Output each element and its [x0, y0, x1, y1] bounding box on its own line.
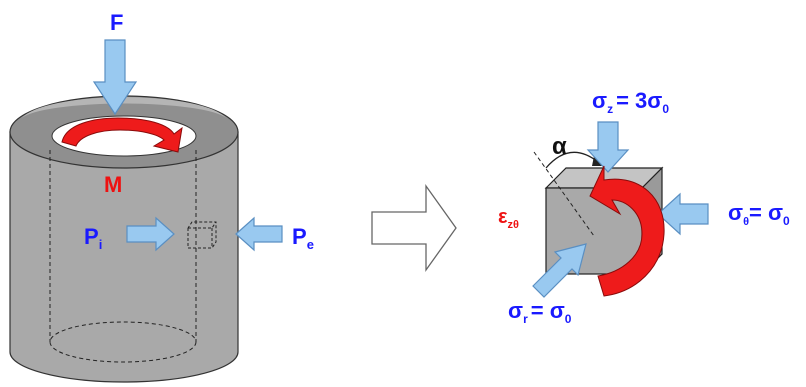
label-sigma-r-rhs-sub: 0 [565, 312, 572, 326]
transition-arrow [371, 183, 457, 273]
label-sigma-theta: σθ= σ0 [728, 200, 790, 228]
wall-element-outline [187, 221, 217, 249]
cylinder-body [9, 131, 239, 383]
label-sigma-z-rhs: = 3σ [616, 88, 662, 113]
sigma-z-arrow [586, 121, 630, 173]
label-sigma-theta-rhs: = σ [749, 200, 783, 225]
label-sigma-theta-main: σ [728, 200, 743, 225]
label-external-pressure-sub: e [307, 237, 314, 252]
alpha-reference-line [533, 151, 595, 237]
label-strain-sub: zθ [508, 219, 520, 231]
force-arrow [92, 39, 138, 116]
bore-hidden-bottom [49, 321, 197, 363]
label-sigma-theta-sub: θ [743, 216, 749, 228]
hollow-cylinder [9, 95, 239, 383]
label-sigma-z-main: σ [592, 88, 607, 113]
moment-arrow [61, 117, 183, 153]
label-sigma-r: σr = σ0 [508, 298, 572, 326]
label-internal-pressure-sub: i [99, 237, 103, 252]
label-sigma-theta-rhs-sub: 0 [783, 214, 790, 228]
label-sigma-z-rhs-sub: 0 [662, 102, 669, 116]
external-pressure-arrow [235, 216, 283, 252]
label-sigma-r-sub: r [523, 312, 528, 326]
label-sigma-r-rhs: = σ [531, 298, 565, 323]
label-strain-main: ε [498, 206, 508, 228]
label-force: F [110, 10, 123, 35]
label-moment: M [104, 172, 122, 197]
label-external-pressure-main: P [292, 224, 307, 249]
sigma-r-arrow [532, 243, 587, 298]
cylinder-top-light-band [22, 97, 226, 118]
label-alpha: α [552, 133, 567, 160]
label-external-pressure: Pe [292, 224, 314, 252]
label-strain: εzθ [498, 206, 519, 231]
alpha-angle-arc [545, 151, 599, 169]
label-sigma-z: σz = 3σ0 [592, 88, 669, 116]
shear-curved-arrow [589, 165, 665, 297]
label-sigma-z-sub: z [607, 102, 613, 116]
internal-pressure-arrow [126, 216, 175, 252]
label-internal-pressure: Pi [84, 224, 102, 252]
sigma-theta-arrow [657, 192, 709, 236]
label-internal-pressure-main: P [84, 224, 99, 249]
label-sigma-r-main: σ [508, 298, 523, 323]
